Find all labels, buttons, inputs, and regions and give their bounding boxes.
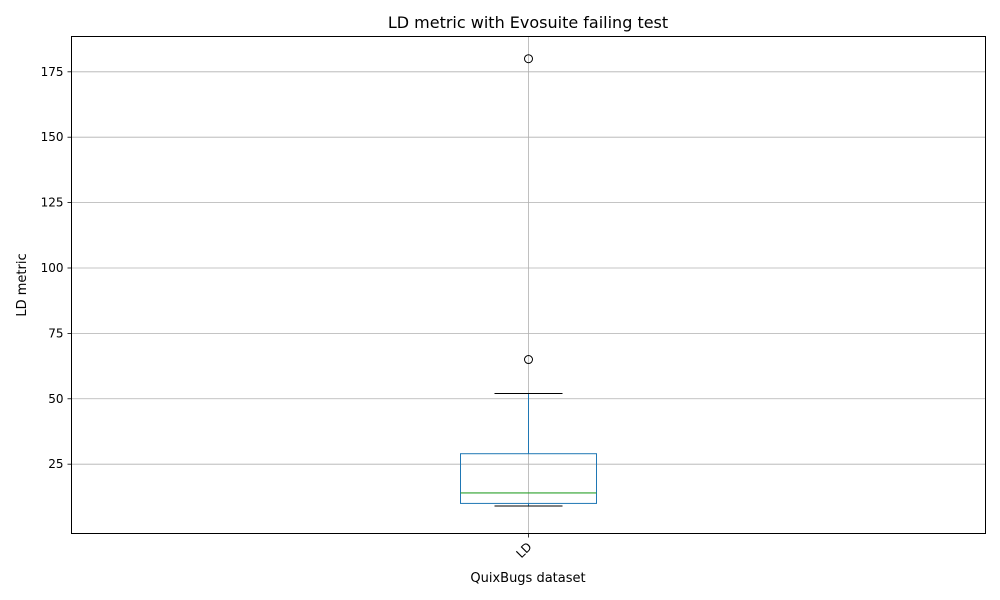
chart-title: LD metric with Evosuite failing test	[388, 13, 668, 32]
interquartile-box	[460, 453, 597, 504]
y-tick-label: 150	[41, 130, 64, 144]
y-tick-label: 175	[41, 65, 64, 79]
outlier-point	[524, 54, 533, 64]
x-axis-label: QuixBugs dataset	[470, 571, 585, 586]
grid-layer	[71, 36, 986, 534]
y-tick-label: 50	[48, 392, 63, 406]
y-tick-label: 100	[41, 261, 64, 275]
y-tick-label: 25	[48, 457, 63, 471]
data-layer	[460, 54, 597, 507]
y-tick-label: 75	[48, 326, 63, 340]
y-axis-label: LD metric	[15, 253, 30, 316]
outlier-point	[524, 355, 533, 365]
y-tick-label: 125	[41, 196, 64, 210]
